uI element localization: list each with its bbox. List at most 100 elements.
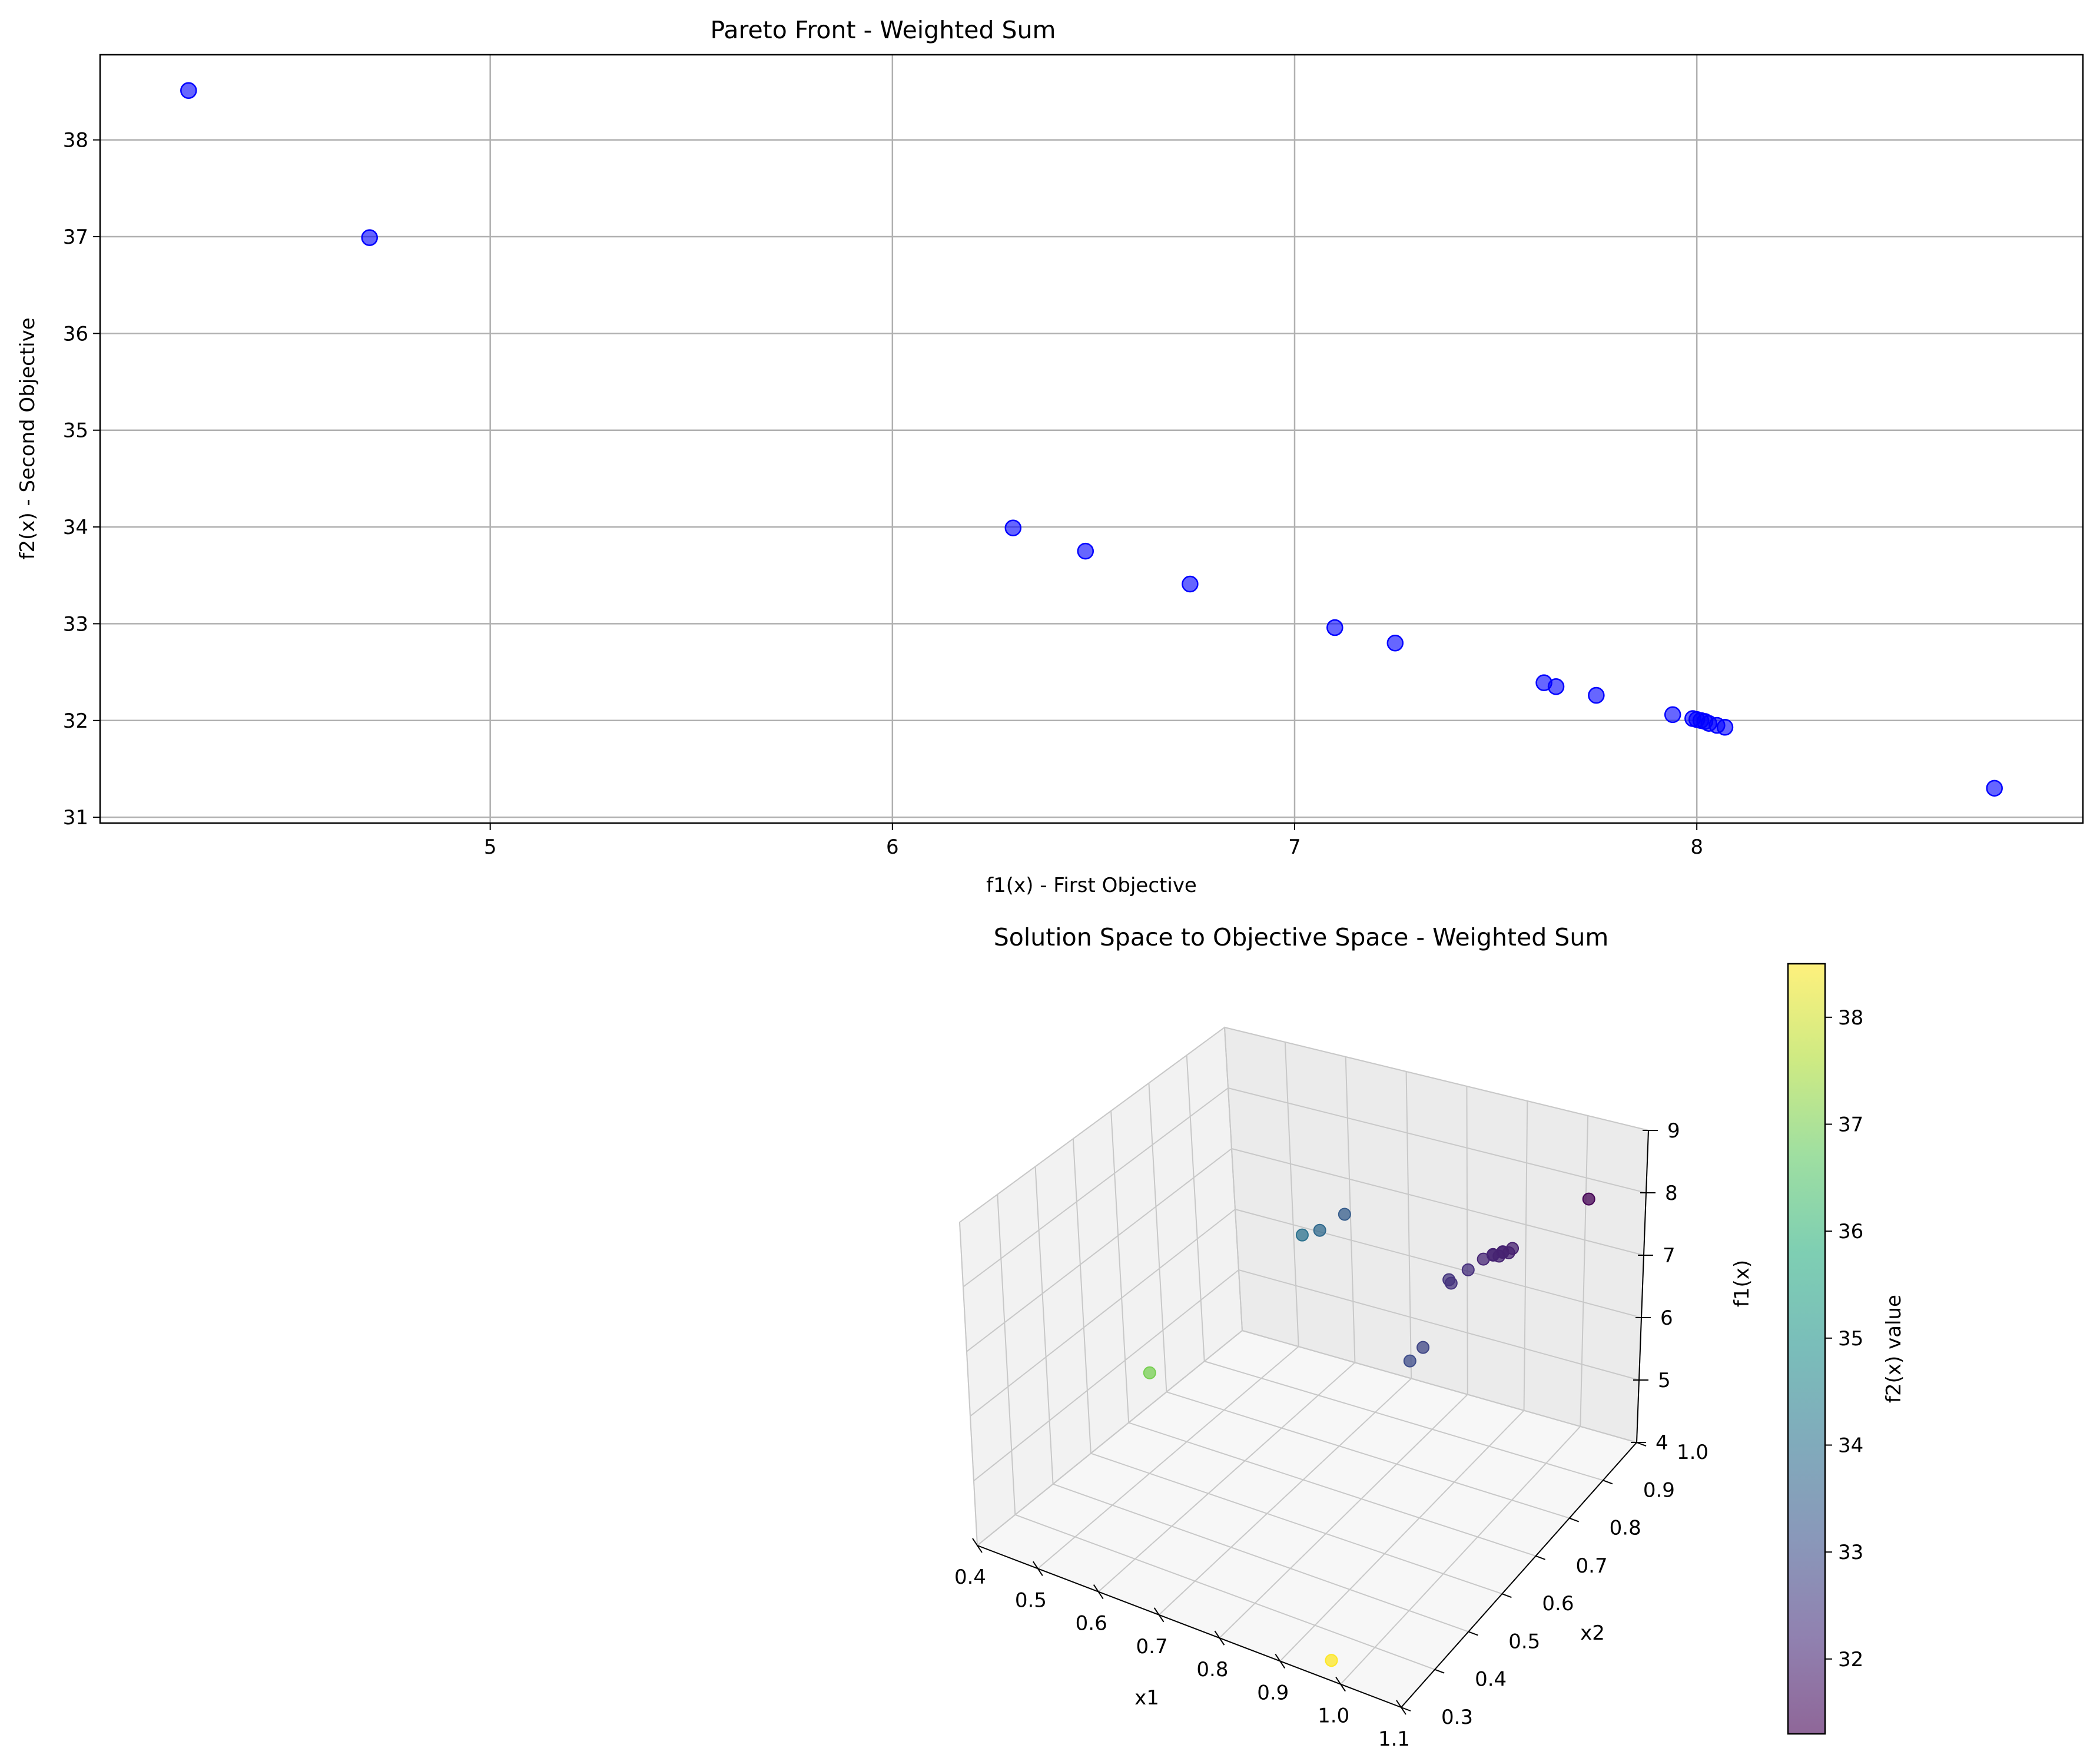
- floor-gridline: [1340, 1426, 1581, 1685]
- x2-tick-label: 0.4: [1475, 1668, 1507, 1691]
- floor-gridline: [1158, 1378, 1412, 1616]
- x2-tick-label: 0.6: [1542, 1592, 1574, 1616]
- x1-tick-label: 0.7: [1136, 1635, 1168, 1659]
- x1-axis-title: x1: [1134, 1686, 1159, 1710]
- left-wall-gridline: [997, 1194, 1016, 1515]
- left-wall-gridline: [1186, 1055, 1205, 1362]
- pareto-y-tick-label: 38: [63, 129, 88, 152]
- solution-point: [1582, 1192, 1595, 1206]
- pareto-point: [1182, 575, 1199, 593]
- solution-point: [1416, 1341, 1430, 1354]
- x2-tick-label: 0.9: [1643, 1478, 1675, 1502]
- x2-tick: [1535, 1555, 1545, 1560]
- x2-tick-label: 0.5: [1508, 1630, 1540, 1653]
- pareto-y-tick-label: 36: [63, 322, 88, 346]
- pareto-x-axis-title: f1(x) - First Objective: [986, 874, 1197, 897]
- x1-tick-label: 0.6: [1076, 1612, 1107, 1636]
- pareto-x-tick-label: 7: [1288, 835, 1301, 859]
- pareto-point: [1716, 719, 1734, 736]
- x2-tick: [1434, 1669, 1445, 1674]
- solution-space-chart: Solution Space to Objective Space - Weig…: [954, 923, 1906, 1751]
- pareto-point: [1077, 542, 1094, 560]
- x2-tick-label: 0.7: [1576, 1554, 1608, 1578]
- back-wall-gridline: [1405, 1071, 1412, 1379]
- colorbar-tick-label: 37: [1838, 1113, 1863, 1137]
- pareto-point: [361, 229, 378, 246]
- x2-tick: [1401, 1707, 1411, 1711]
- x2-tick: [1502, 1593, 1512, 1598]
- left-wall-gridline: [973, 1269, 1239, 1481]
- x2-axis-title: x2: [1580, 1621, 1605, 1645]
- solution-point: [1461, 1263, 1475, 1276]
- x1-tick-label: 0.8: [1196, 1658, 1228, 1681]
- back-wall-gridline: [1224, 1027, 1649, 1131]
- x1-tick: [1335, 1677, 1346, 1692]
- colorbar-ticks: 32 33 34 35 36 37 38: [1825, 1006, 1863, 1671]
- solution-point: [1295, 1228, 1309, 1242]
- floor-gridline: [1166, 1391, 1570, 1519]
- left-wall-gridline: [977, 1330, 1243, 1546]
- left-wall-gridline: [1110, 1110, 1130, 1423]
- colorbar-tick-label: 33: [1838, 1541, 1863, 1564]
- f1-tick-label: 6: [1660, 1306, 1673, 1330]
- pareto-chart: Pareto Front - Weighted Sum 5 6 7 8 31 32 33 34…: [16, 16, 2084, 897]
- x1-tick: [1214, 1630, 1225, 1646]
- back-wall-gridline: [1580, 1115, 1589, 1427]
- x1-tick-label: 0.9: [1257, 1681, 1289, 1704]
- pareto-x-tick-label: 6: [886, 835, 899, 859]
- solution-space-points: [1143, 1192, 1595, 1667]
- left-wall-gridline: [1148, 1083, 1167, 1392]
- left-wall-gridline: [1072, 1139, 1092, 1454]
- solution-space-title: Solution Space to Objective Space - Weig…: [994, 923, 1609, 951]
- x1-tick-label: 1.0: [1318, 1704, 1349, 1728]
- floor-gridline: [1128, 1422, 1536, 1557]
- pareto-point: [1588, 686, 1605, 704]
- colorbar: [1787, 963, 1826, 1735]
- x2-tick: [1603, 1480, 1613, 1485]
- x1-axis-line: [977, 1545, 1402, 1708]
- solution-point: [1403, 1354, 1416, 1368]
- f1-tick-label: 9: [1667, 1119, 1680, 1143]
- solution-point: [1313, 1223, 1326, 1237]
- pareto-y-tick-label: 37: [63, 225, 88, 249]
- f1-tick-label: 4: [1656, 1431, 1668, 1455]
- x2-tick-label: 0.8: [1610, 1517, 1641, 1540]
- x2-axis-line: [1401, 1442, 1637, 1708]
- colorbar-tick-label: 36: [1838, 1220, 1863, 1243]
- x2-tick: [1468, 1631, 1478, 1636]
- floor-gridline: [1204, 1361, 1604, 1481]
- pareto-ticks: 5 6 7 8 31 32 33 34 35 36 37 38: [63, 129, 1703, 859]
- solution-point: [1338, 1208, 1351, 1221]
- x2-tick-label: 0.3: [1441, 1706, 1473, 1729]
- pareto-grid: [100, 55, 2083, 823]
- pareto-point: [1004, 519, 1022, 536]
- solution-point: [1143, 1366, 1156, 1379]
- pareto-x-tick-label: 8: [1690, 835, 1703, 859]
- pareto-plot-frame: [99, 54, 2084, 824]
- colorbar-tick-label: 35: [1838, 1327, 1863, 1351]
- pareto-point: [1326, 619, 1343, 636]
- x2-tick: [1569, 1517, 1580, 1523]
- pareto-points: [180, 82, 2003, 797]
- colorbar-tick-label: 34: [1838, 1434, 1863, 1458]
- solution-point: [1444, 1276, 1458, 1290]
- pareto-title: Pareto Front - Weighted Sum: [710, 16, 1056, 44]
- colorbar-tick-label: 38: [1838, 1006, 1863, 1030]
- back-wall-gridline: [1242, 1330, 1637, 1443]
- pareto-y-tick-label: 31: [63, 806, 88, 830]
- colorbar-label: f2(x) value: [1882, 1295, 1906, 1403]
- back-wall-gridline: [1284, 1041, 1299, 1347]
- x1-tick: [1275, 1653, 1286, 1669]
- back-wall-gridline: [1238, 1269, 1640, 1381]
- f1-tick-label: 5: [1658, 1369, 1671, 1392]
- x1-tick-label: 0.4: [954, 1565, 986, 1589]
- f1-axis-line: [1636, 1130, 1649, 1443]
- pareto-y-tick-label: 34: [63, 516, 88, 539]
- floor-gridline: [1219, 1394, 1468, 1638]
- pareto-y-axis-title: f2(x) - Second Objective: [16, 317, 39, 559]
- pareto-point: [1386, 635, 1404, 652]
- back-wall-gridline: [1231, 1148, 1644, 1256]
- back-wall-gridline: [1228, 1087, 1647, 1193]
- solution-point: [1506, 1242, 1520, 1255]
